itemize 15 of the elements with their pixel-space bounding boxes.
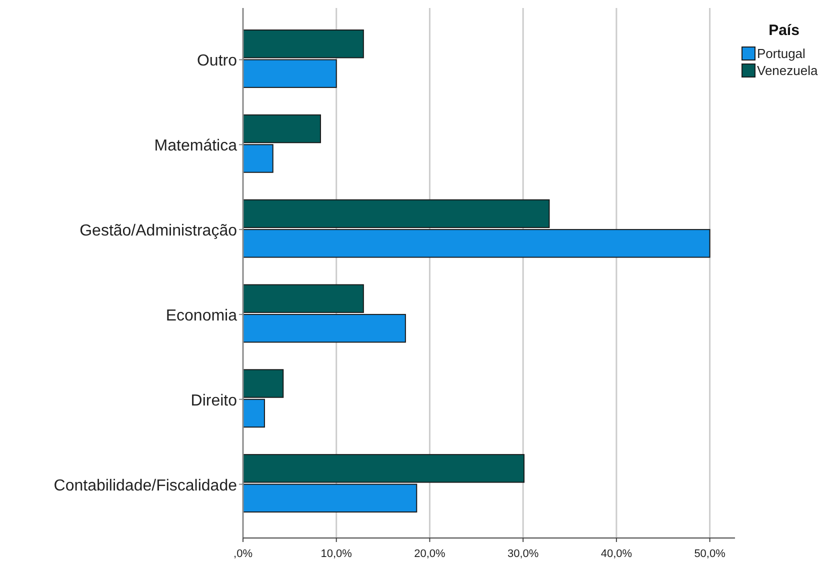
legend-label: Venezuela (757, 63, 818, 78)
y-tick-label: Direito (190, 392, 238, 410)
x-tick-label: 30,0% (507, 548, 539, 560)
y-tick-label: Outro (196, 52, 238, 70)
x-tick-label: 40,0% (600, 548, 632, 560)
legend-label: Portugal (757, 46, 806, 61)
x-tick-label: ,0% (234, 548, 253, 560)
y-tick-label: Contabilidade/Fiscalidade (54, 477, 238, 494)
x-tick-label: 20,0% (414, 548, 446, 560)
y-tick-label: Matemática (154, 138, 238, 155)
legend-title: País (768, 22, 800, 39)
y-tick-label: Economia (166, 307, 238, 324)
y-tick-label: Gestão/Administração (80, 222, 238, 240)
x-tick-label: 50,0% (694, 548, 726, 560)
x-tick-label: 10,0% (320, 548, 352, 560)
